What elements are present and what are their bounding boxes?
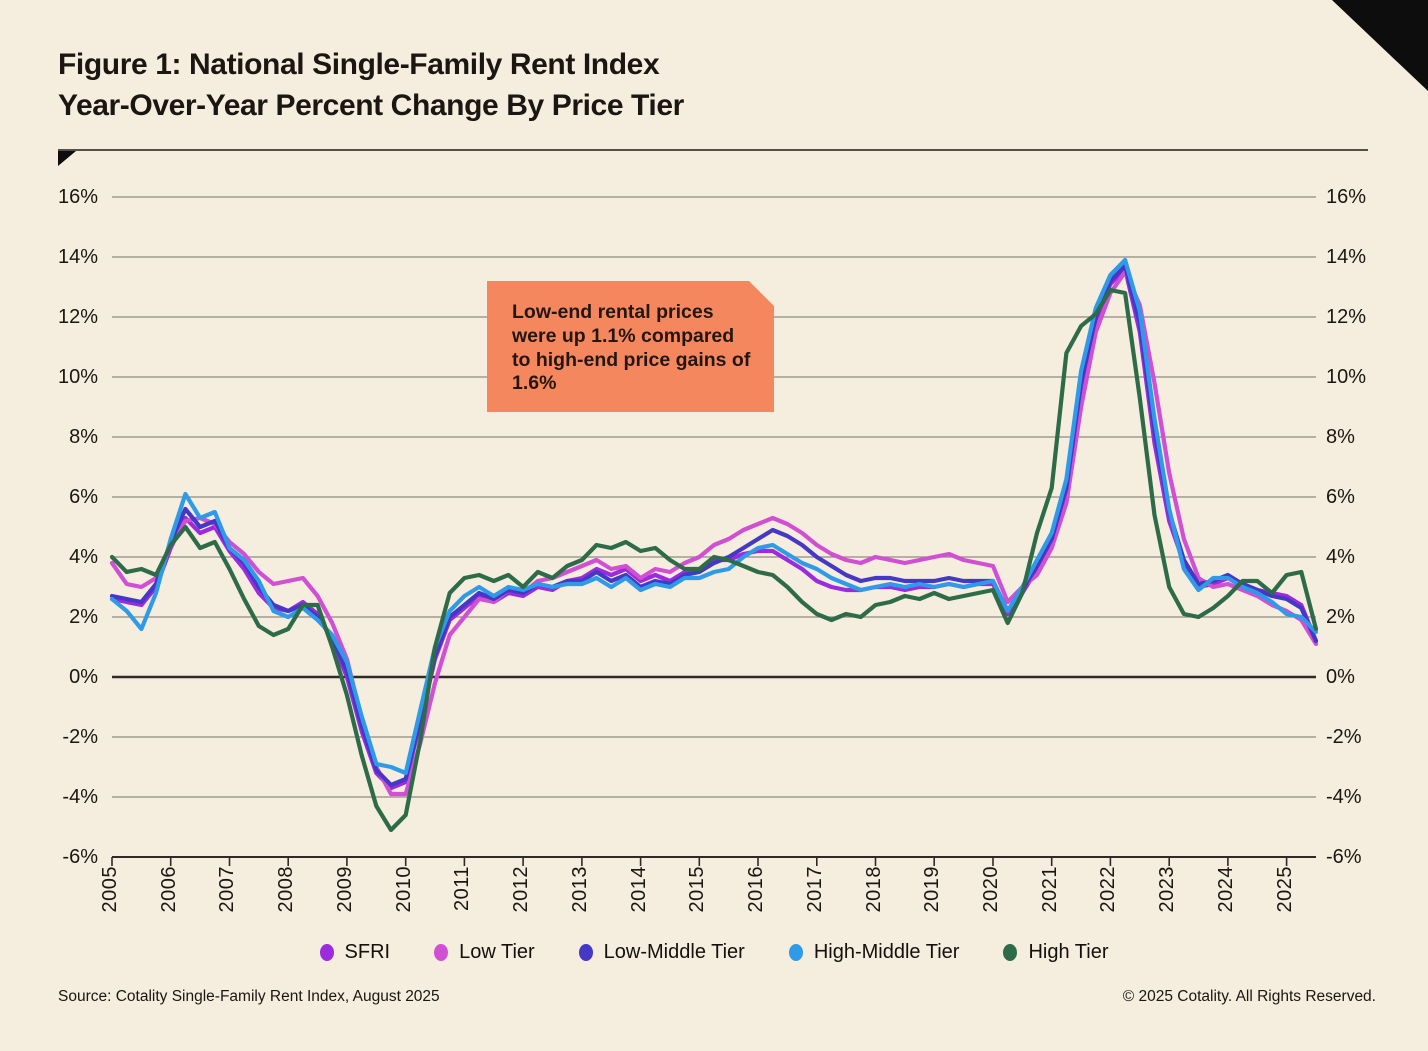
y-axis-label-left: 14% <box>57 246 98 268</box>
y-axis-label-left: -2% <box>62 726 98 748</box>
x-axis-label: 2024 <box>1215 866 1237 913</box>
x-axis-label: 2008 <box>275 866 297 913</box>
x-axis-label: 2022 <box>1097 866 1119 913</box>
copyright-note: © 2025 Cotality. All Rights Reserved. <box>1122 988 1376 1005</box>
x-axis-label: 2015 <box>686 866 708 913</box>
y-axis-label-left: 4% <box>69 546 98 568</box>
y-axis-label-left: 6% <box>69 486 98 508</box>
source-note: Source: Cotality Single-Family Rent Inde… <box>58 988 440 1005</box>
legend-item-low-middle-tier: Low-Middle Tier <box>578 941 745 964</box>
x-axis-label: 2025 <box>1274 866 1296 913</box>
callout-text: Low-end rental prices were up 1.1% compa… <box>512 301 751 395</box>
x-axis-label: 2010 <box>393 866 415 913</box>
y-axis-label-right: 14% <box>1326 246 1367 268</box>
legend-item-high-middle-tier: High-Middle Tier <box>788 941 960 964</box>
y-axis-label-left: -6% <box>62 846 98 868</box>
legend-dot-sfri-icon <box>319 944 334 961</box>
x-axis-label: 2011 <box>451 866 473 912</box>
x-axis-label: 2009 <box>334 866 356 913</box>
y-axis-label-right: 10% <box>1326 366 1367 388</box>
x-axis-label: 2020 <box>980 866 1002 913</box>
y-axis-label-right: 0% <box>1326 666 1355 688</box>
x-axis-label: 2007 <box>216 866 238 913</box>
legend-label-high-middle-tier: High-Middle Tier <box>813 941 960 963</box>
y-axis-label-right: -4% <box>1326 786 1362 808</box>
figure-title-line1: Figure 1: National Single-Family Rent In… <box>58 48 660 81</box>
x-axis-label: 2012 <box>510 866 532 913</box>
x-axis-label: 2016 <box>745 866 767 913</box>
legend-dot-high-middle-tier-icon <box>788 944 803 961</box>
callout-annotation: Low-end rental prices were up 1.1% compa… <box>487 281 774 412</box>
legend-label-low-middle-tier: Low-Middle Tier <box>603 941 745 963</box>
legend-dot-low-middle-tier-icon <box>578 944 593 961</box>
legend-dot-low-tier-icon <box>434 944 449 961</box>
legend-item-low-tier: Low Tier <box>434 941 535 964</box>
legend-label-low-tier: Low Tier <box>459 941 535 963</box>
chart-legend: SFRI Low Tier Low-Middle Tier High-Middl… <box>0 941 1428 964</box>
figure-title: Figure 1: National Single-Family Rent In… <box>58 44 684 127</box>
y-axis-label-right: 2% <box>1326 606 1355 628</box>
x-axis-label: 2019 <box>921 866 943 913</box>
y-axis-label-left: 0% <box>69 666 98 688</box>
x-axis-label: 2021 <box>1039 866 1061 913</box>
legend-label-sfri: SFRI <box>344 941 391 963</box>
x-axis-label: 2017 <box>804 866 826 913</box>
legend-dot-high-tier-icon <box>1003 944 1018 961</box>
legend-label-high-tier: High Tier <box>1028 941 1109 963</box>
y-axis-label-right: -2% <box>1326 726 1362 748</box>
y-axis-label-right: 12% <box>1326 306 1367 328</box>
x-axis-label: 2023 <box>1156 866 1178 913</box>
x-axis-label: 2006 <box>158 866 180 913</box>
y-axis-label-left: 16% <box>57 186 98 208</box>
legend-item-high-tier: High Tier <box>1003 941 1108 964</box>
y-axis-label-left: 2% <box>69 606 98 628</box>
x-axis-label: 2005 <box>99 866 121 913</box>
y-axis-label-left: 10% <box>57 366 98 388</box>
y-axis-label-left: 8% <box>69 426 98 448</box>
y-axis-label-right: 16% <box>1326 186 1367 208</box>
y-axis-label-left: -4% <box>62 786 98 808</box>
x-axis-label: 2014 <box>628 866 650 913</box>
y-axis-label-right: 6% <box>1326 486 1355 508</box>
y-axis-label-right: -6% <box>1326 846 1362 868</box>
y-axis-label-right: 8% <box>1326 426 1355 448</box>
y-axis-label-left: 12% <box>57 306 98 328</box>
x-axis-label: 2013 <box>569 866 591 913</box>
legend-item-sfri: SFRI <box>319 941 391 964</box>
y-axis-label-right: 4% <box>1326 546 1355 568</box>
figure-title-line2: Year-Over-Year Percent Change By Price T… <box>58 89 684 123</box>
x-axis-label: 2018 <box>863 866 885 913</box>
